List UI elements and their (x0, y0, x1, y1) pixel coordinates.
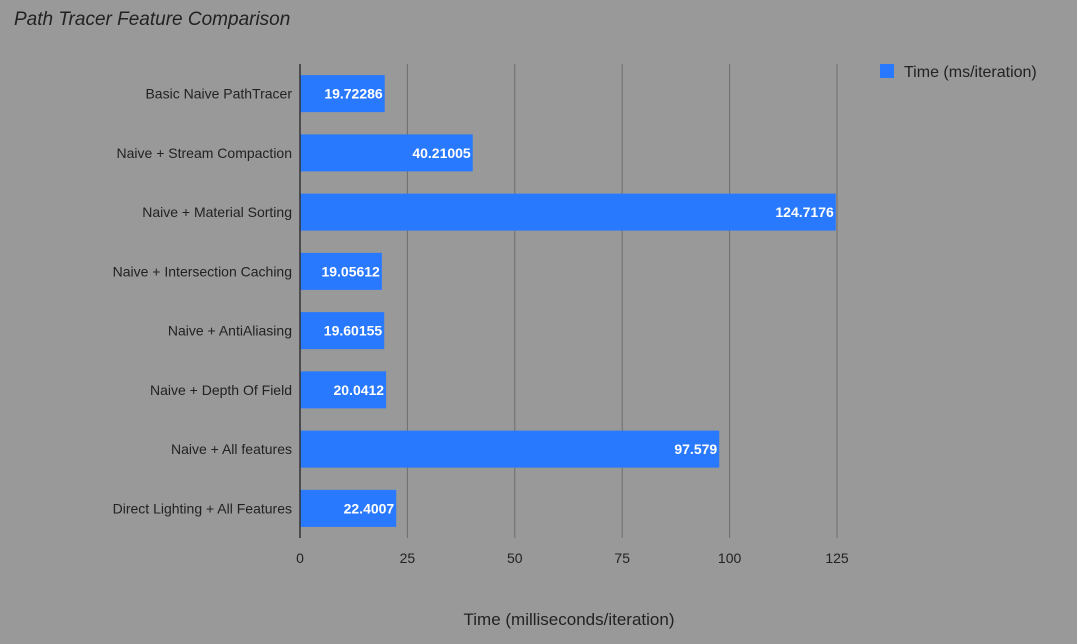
category-label: Naive + Stream Compaction (117, 145, 292, 161)
bar[interactable] (300, 75, 385, 113)
bar[interactable] (300, 371, 387, 409)
bar-value-label: 97.579 (674, 441, 717, 457)
chart-title: Path Tracer Feature Comparison (14, 9, 290, 30)
legend[interactable]: Time (ms/iteration) (880, 64, 1037, 81)
bar-value-label: 40.21005 (412, 145, 471, 161)
category-label: Direct Lighting + All Features (113, 500, 292, 516)
x-tick-label: 75 (614, 550, 630, 566)
category-label: Naive + Material Sorting (142, 204, 292, 220)
category-labels: Basic Naive PathTracer Naive + Stream Com… (113, 86, 293, 517)
bar[interactable] (300, 134, 473, 172)
bar-value-label: 19.60155 (324, 323, 383, 339)
bar-value-label: 22.4007 (344, 500, 395, 516)
bar[interactable] (300, 252, 382, 290)
x-tick-label: 125 (825, 550, 849, 566)
bar[interactable] (300, 312, 385, 350)
bars: 19.72286 40.21005 124.7176 19.05612 19.60155… (300, 75, 836, 527)
category-label: Basic Naive PathTracer (145, 86, 292, 102)
x-axis-title: Time (milliseconds/iteration) (464, 610, 675, 629)
bar[interactable] (300, 489, 397, 527)
x-tick-label: 25 (400, 550, 416, 566)
bar-value-label: 20.0412 (333, 382, 384, 398)
category-label: Naive + AntiAliasing (168, 323, 292, 339)
category-label: Naive + All features (171, 441, 292, 457)
bar-value-label: 124.7176 (775, 204, 834, 220)
bar[interactable] (300, 193, 836, 231)
category-label: Naive + Intersection Caching (113, 263, 292, 279)
x-tick-label: 100 (718, 550, 742, 566)
x-axis-ticks: 0 25 50 75 100 125 (296, 550, 849, 566)
legend-swatch (880, 64, 894, 78)
bar-value-label: 19.72286 (324, 86, 383, 102)
x-tick-label: 50 (507, 550, 523, 566)
bar-value-label: 19.05612 (321, 263, 380, 279)
bar[interactable] (300, 430, 720, 468)
x-tick-label: 0 (296, 550, 304, 566)
legend-label: Time (ms/iteration) (904, 64, 1037, 81)
category-label: Naive + Depth Of Field (150, 382, 292, 398)
